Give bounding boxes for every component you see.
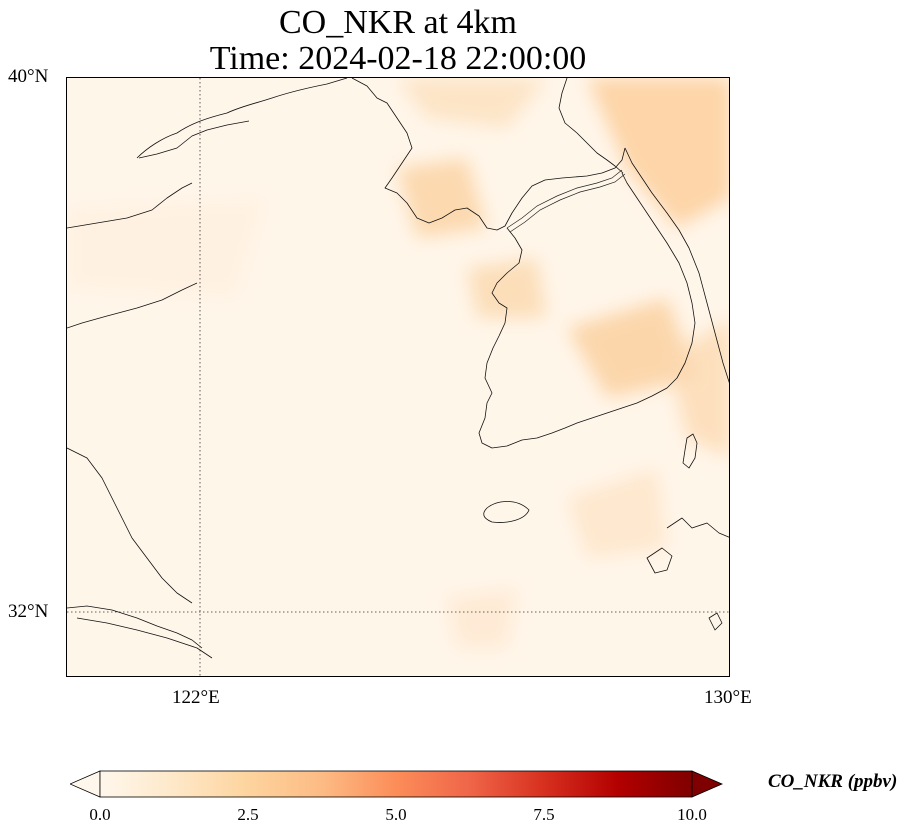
coast-yangtze-north xyxy=(67,605,203,649)
colorbar-tick-2-5: 2.5 xyxy=(237,805,259,824)
island-jeju xyxy=(483,501,530,523)
coast-korea-east xyxy=(624,147,729,384)
colorbar-tick-0: 0.0 xyxy=(89,805,111,824)
island-goto xyxy=(646,547,673,574)
coastlines xyxy=(67,78,729,659)
patch-northeast xyxy=(587,78,729,228)
colorbar-label: CO_NKR (ppbv) xyxy=(768,771,898,792)
lon-tick-122: 122°E xyxy=(172,687,220,708)
patch-east-korea xyxy=(667,319,729,458)
island-tsushima xyxy=(682,433,698,469)
coast-shandong-north xyxy=(67,182,193,229)
coast-shandong-south xyxy=(67,282,198,329)
patch-central-korea xyxy=(567,298,697,398)
map-title-line2: Time: 2024-02-18 22:00:00 xyxy=(209,40,587,77)
concentration-patches xyxy=(67,78,729,648)
patch-south xyxy=(447,588,517,648)
colorbar-gradient xyxy=(99,770,693,798)
coast-north-korea-west xyxy=(351,78,626,231)
coast-liaodong-west xyxy=(136,78,348,159)
lat-tick-40: 40°N xyxy=(8,66,49,87)
map-title-line1: CO_NKR at 4km xyxy=(279,4,517,41)
coast-yangtze-south xyxy=(76,617,213,659)
map-canvas xyxy=(67,78,729,676)
gridlines xyxy=(67,78,729,676)
coast-kyushu xyxy=(666,517,729,538)
patch-west-korea-bay xyxy=(397,158,487,238)
colorbar-extend-min xyxy=(70,770,101,798)
coast-jiangsu xyxy=(67,447,193,604)
island-kyushu-south xyxy=(708,612,723,631)
colorbar-tick-5: 5.0 xyxy=(385,805,407,824)
coast-liaodong-peninsula xyxy=(138,120,250,159)
patch-shandong xyxy=(67,198,267,298)
colorbar-extend-max xyxy=(691,770,724,798)
coast-china-nk-border xyxy=(558,78,624,174)
patch-south-sea xyxy=(567,468,667,558)
colorbar-tick-7-5: 7.5 xyxy=(533,805,555,824)
colorbar xyxy=(70,770,724,798)
dmz-border xyxy=(506,169,626,233)
lon-tick-130: 130°E xyxy=(704,687,752,708)
patch-han-river xyxy=(467,258,547,318)
patch-north xyxy=(397,78,547,128)
map-panel xyxy=(66,77,730,677)
lat-tick-32: 32°N xyxy=(8,601,49,622)
coast-south-korea xyxy=(478,172,696,449)
colorbar-tick-10: 10.0 xyxy=(677,805,707,824)
